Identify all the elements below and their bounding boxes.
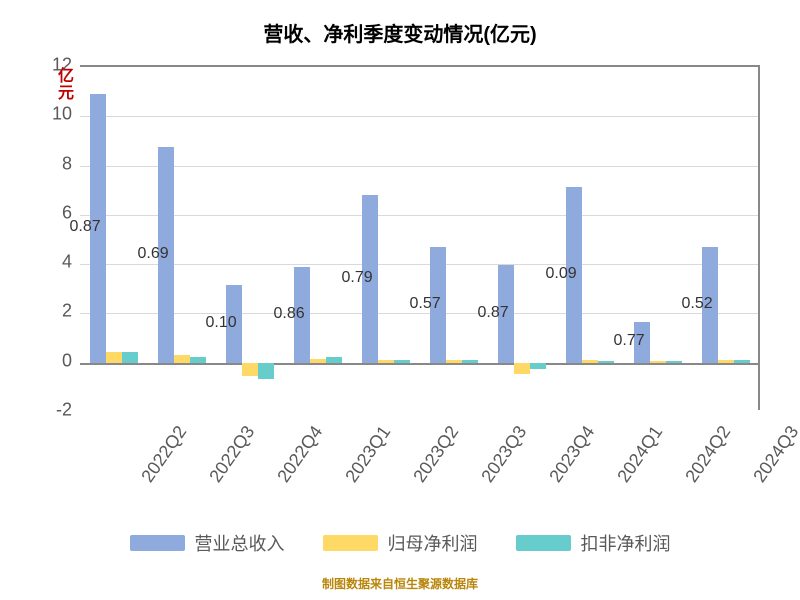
gridline: [80, 313, 758, 314]
bar-归母净利润: [174, 355, 190, 362]
y-tick-label: 2: [44, 301, 72, 322]
bar-data-label: 0.87: [70, 218, 101, 236]
y-tick-label: 6: [44, 202, 72, 223]
gridline: [80, 264, 758, 265]
bar-归母净利润: [310, 359, 326, 363]
y-axis-label: 亿元: [58, 69, 78, 103]
bar-归母净利润: [446, 360, 462, 362]
bar-归母净利润: [582, 360, 598, 362]
bar-data-label: 0.87: [478, 304, 509, 322]
y-tick-label: 10: [44, 104, 72, 125]
y-tick-label: 0: [44, 350, 72, 371]
legend-label: 营业总收入: [195, 530, 285, 556]
bar-扣非净利润: [258, 363, 274, 379]
legend-swatch: [323, 535, 378, 551]
y-tick-label: 4: [44, 252, 72, 273]
legend-label: 扣非净利润: [581, 530, 671, 556]
gridline: [80, 363, 758, 365]
bar-归母净利润: [650, 361, 666, 363]
bar-data-label: 0.09: [546, 265, 577, 283]
chart-container: 营收、净利季度变动情况(亿元) 0.87 0.69 0.10 0.86 0.79 0.57…: [0, 0, 800, 600]
legend: 营业总收入 归母净利润 扣非净利润: [0, 530, 800, 556]
bar-扣非净利润: [666, 361, 682, 362]
legend-label: 归母净利润: [388, 530, 478, 556]
chart-footer: 制图数据来自恒生聚源数据库: [0, 575, 800, 592]
bar-扣非净利润: [190, 357, 206, 363]
legend-item: 营业总收入: [130, 530, 285, 556]
legend-item: 扣非净利润: [516, 530, 671, 556]
y-tick-label: -2: [44, 400, 72, 421]
gridline: [80, 166, 758, 167]
legend-item: 归母净利润: [323, 530, 478, 556]
bar-扣非净利润: [734, 360, 750, 362]
bar-扣非净利润: [122, 352, 138, 363]
gridline: [80, 215, 758, 216]
bar-归母净利润: [242, 363, 258, 377]
plot-area: 0.870.690.100.860.790.570.870.090.770.52: [80, 65, 760, 410]
bar-扣非净利润: [394, 360, 410, 362]
bar-data-label: 0.69: [138, 245, 169, 263]
bar-data-label: 0.10: [206, 314, 237, 332]
chart-title: 营收、净利季度变动情况(亿元): [0, 18, 800, 47]
legend-swatch: [130, 535, 185, 551]
bar-data-label: 0.86: [274, 305, 305, 323]
bar-归母净利润: [718, 360, 734, 363]
bar-归母净利润: [106, 352, 122, 363]
bar-data-label: 0.57: [410, 295, 441, 313]
bar-data-label: 0.77: [614, 332, 645, 350]
bar-归母净利润: [514, 363, 530, 374]
bar-扣非净利润: [462, 360, 478, 362]
gridline: [80, 116, 758, 117]
bar-扣非净利润: [326, 357, 342, 362]
legend-swatch: [516, 535, 571, 551]
bar-data-label: 0.52: [682, 295, 713, 313]
bar-data-label: 0.79: [342, 269, 373, 287]
bar-扣非净利润: [598, 361, 614, 363]
bar-归母净利润: [378, 360, 394, 362]
bar-扣非净利润: [530, 363, 546, 369]
y-tick-label: 8: [44, 153, 72, 174]
